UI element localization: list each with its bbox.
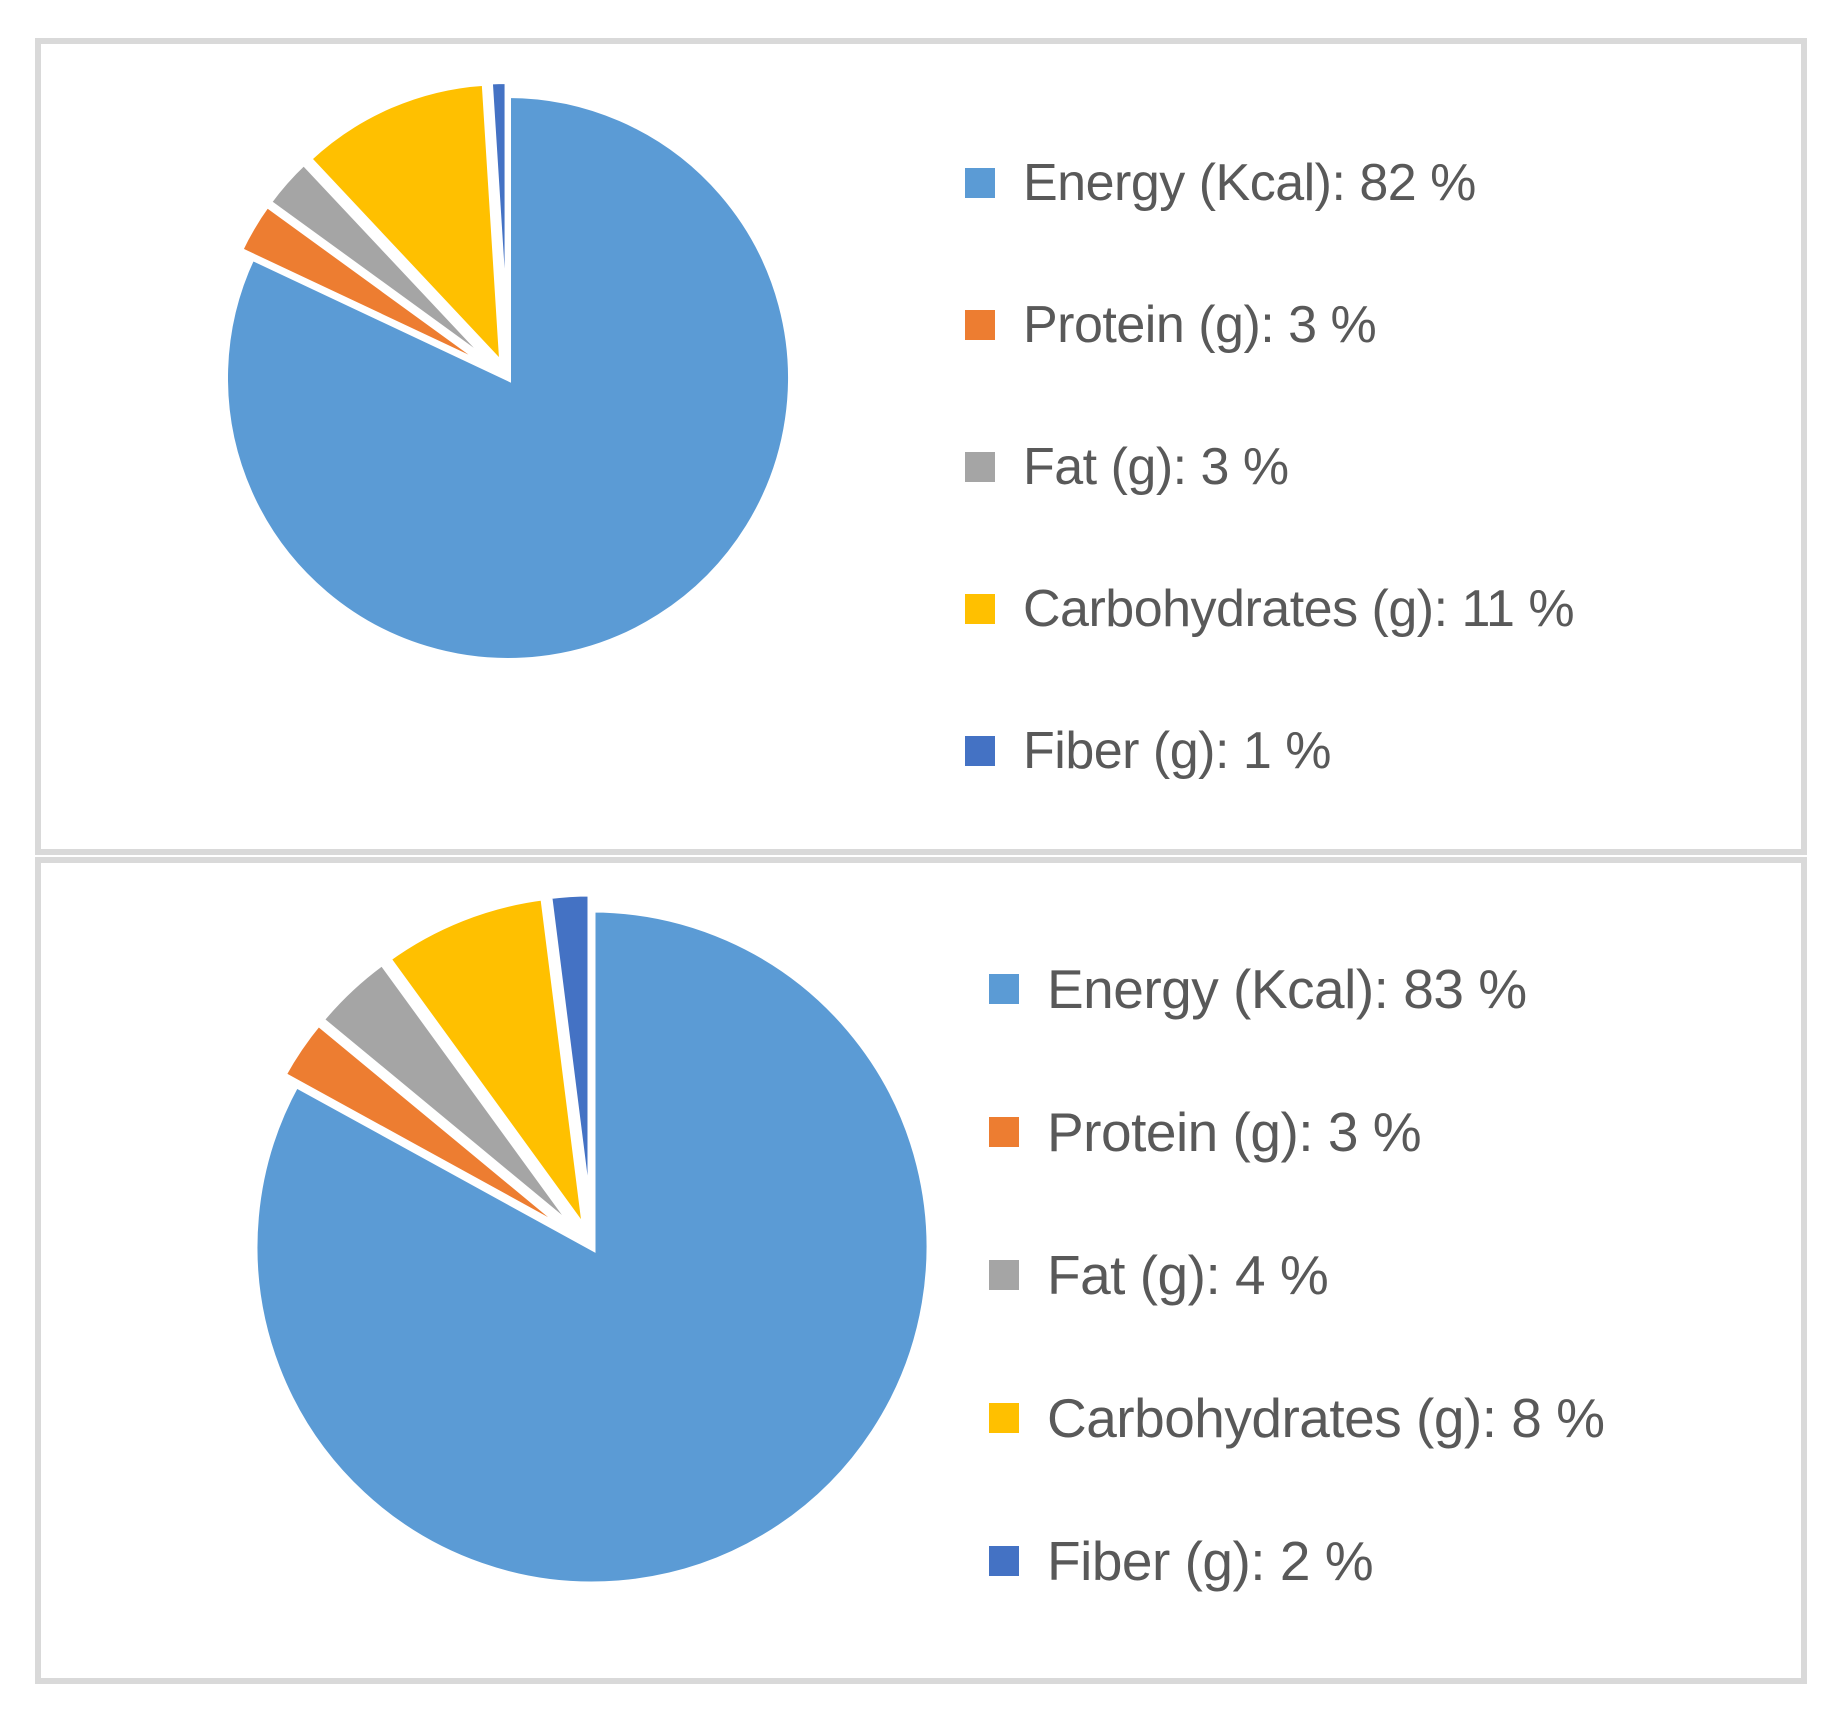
legend-item-fiber: Fiber (g): 2 %	[989, 1489, 1605, 1632]
legend-item-fat: Fat (g): 3 %	[965, 396, 1574, 538]
legend-swatch-icon	[965, 736, 995, 766]
legend-label: Protein (g): 3 %	[1023, 296, 1377, 354]
pie-chart-bottom	[250, 889, 934, 1589]
legend-label: Fat (g): 3 %	[1023, 438, 1289, 496]
pie-chart-top	[222, 78, 794, 664]
pie-chart-panel-top: Energy (Kcal): 82 % Protein (g): 3 % Fat (…	[35, 38, 1807, 855]
legend-swatch-icon	[989, 1402, 1019, 1433]
legend-bottom: Energy (Kcal): 83 % Protein (g): 3 % Fat (…	[989, 917, 1605, 1632]
pie-slice-fat	[315, 956, 584, 1239]
pie-slice-protein	[277, 1017, 581, 1242]
legend-item-protein: Protein (g): 3 %	[965, 254, 1574, 396]
pie-slice-carbohydrates	[304, 79, 506, 374]
legend-swatch-icon	[989, 1545, 1019, 1576]
legend-label: Fiber (g): 1 %	[1023, 722, 1331, 780]
pie-slice-energy	[222, 91, 794, 664]
pie-slice-energy	[250, 905, 934, 1589]
legend-swatch-icon	[989, 1116, 1019, 1147]
pie-chart-panel-bottom: Energy (Kcal): 83 % Protein (g): 3 % Fat (…	[35, 857, 1807, 1684]
legend-swatch-icon	[965, 452, 995, 482]
legend-swatch-icon	[965, 310, 995, 340]
legend-swatch-icon	[965, 168, 995, 198]
legend-item-carbohydrates: Carbohydrates (g): 11 %	[965, 538, 1575, 680]
legend-item-fiber: Fiber (g): 1 %	[965, 680, 1574, 822]
pie-slice-fiber	[486, 78, 511, 365]
pie-slice-carbohydrates	[382, 892, 590, 1235]
legend-swatch-icon	[989, 973, 1019, 1004]
legend-label: Fat (g): 4 %	[1047, 1243, 1329, 1306]
legend-item-energy: Energy (Kcal): 83 %	[989, 917, 1605, 1060]
legend-label: Energy (Kcal): 82 %	[1023, 154, 1476, 212]
legend-label: Fiber (g): 2 %	[1047, 1529, 1374, 1592]
legend-item-energy: Energy (Kcal): 82 %	[965, 112, 1574, 254]
legend-swatch-icon	[965, 594, 995, 624]
legend-label: Carbohydrates (g): 11 %	[1023, 580, 1575, 638]
legend-label: Carbohydrates (g): 8 %	[1047, 1386, 1605, 1449]
legend-top: Energy (Kcal): 82 % Protein (g): 3 % Fat (…	[965, 112, 1575, 822]
legend-label: Protein (g): 3 %	[1047, 1100, 1422, 1163]
legend-item-protein: Protein (g): 3 %	[989, 1060, 1605, 1203]
legend-label: Energy (Kcal): 83 %	[1047, 957, 1527, 1020]
pie-slice-fiber	[544, 889, 595, 1232]
pie-slice-fat	[264, 158, 500, 372]
legend-item-carbohydrates: Carbohydrates (g): 8 %	[989, 1346, 1605, 1489]
legend-item-fat: Fat (g): 4 %	[989, 1203, 1605, 1346]
legend-swatch-icon	[989, 1259, 1019, 1290]
